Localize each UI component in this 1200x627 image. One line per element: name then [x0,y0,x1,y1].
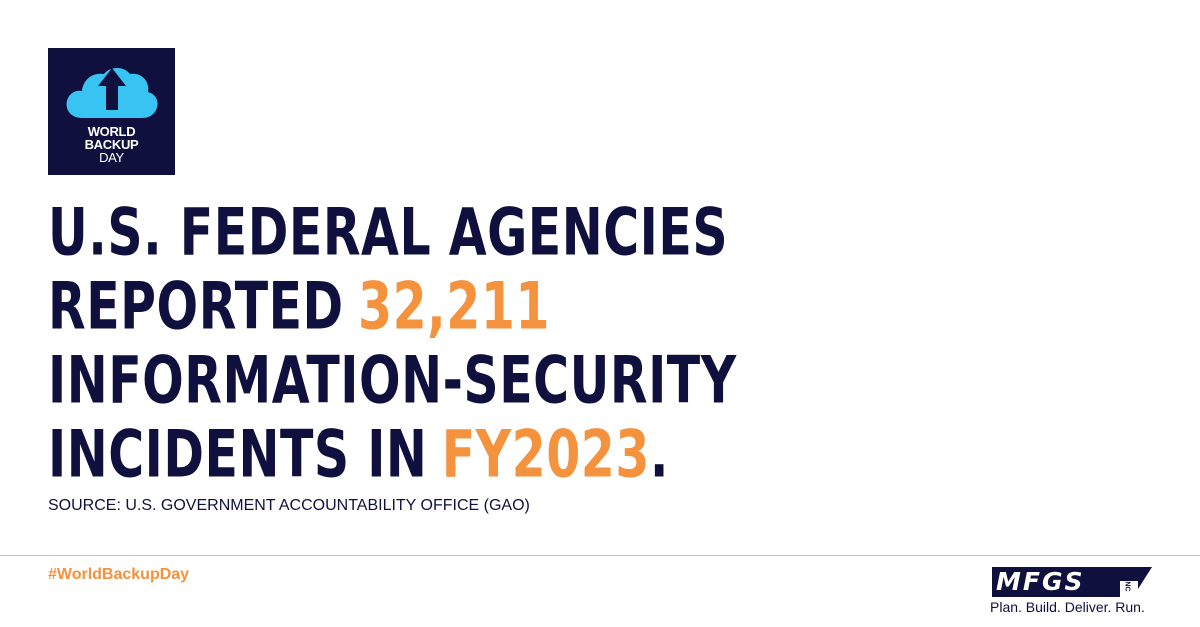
badge-line: BACKUP [84,137,139,152]
badge-text: WORLD BACKUP DAY [48,125,175,164]
divider [0,555,1200,556]
source: SOURCE: U.S. GOVERNMENT ACCOUNTABILITY O… [48,497,530,514]
headline-line-text: INCIDENTS IN FY2023. [48,405,669,505]
headline-line-text: U.S. FEDERAL AGENCIES [48,183,728,283]
highlight-text: 32,211 [358,269,550,345]
badge-line: DAY [99,150,124,165]
cloud-icon [66,68,158,118]
brand-mark [1120,567,1152,589]
headline-line-text: INFORMATION-SECURITY [48,331,737,431]
hashtag[interactable]: #WorldBackupDay [48,566,190,583]
brand-logo: MFGS INC Plan. Build. Deliver. Run. [990,567,1160,617]
headline-line: REPORTED 32,211 [48,269,723,345]
badge: WORLD BACKUP DAY [48,48,175,175]
headline-line-text: REPORTED 32,211 [48,257,550,357]
headline: U.S. FEDERAL AGENCIES REPORTED 32,211 INFOR… [48,195,736,493]
brand-suffix: INC [1123,579,1131,592]
headline-text: REPORTED [48,269,344,345]
headline-text: INCIDENTS IN [48,417,428,493]
headline-text: INFORMATION-SECURITY [48,343,737,419]
headline-line: INFORMATION-SECURITY [48,343,736,419]
headline-line: U.S. FEDERAL AGENCIES [48,195,728,271]
brand-tagline: Plan. Build. Deliver. Run. [990,599,1145,615]
highlight-text: FY2023 [441,417,650,493]
headline-line: INCIDENTS IN FY2023. [48,417,723,493]
brand-name: MFGS [992,567,1120,597]
headline-text: . [649,417,670,493]
badge-line: WORLD [87,124,136,139]
headline-text: U.S. FEDERAL AGENCIES [48,195,729,271]
